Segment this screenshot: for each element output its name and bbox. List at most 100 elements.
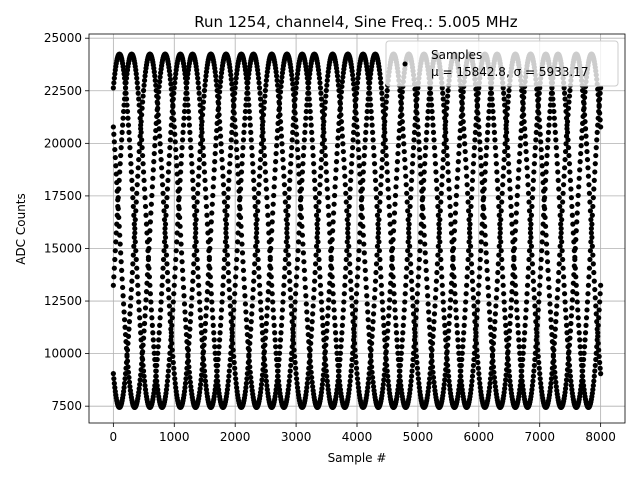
sample-point bbox=[121, 380, 128, 386]
sample-point bbox=[331, 307, 337, 313]
sample-point bbox=[278, 330, 284, 336]
sample-point bbox=[180, 129, 186, 135]
sample-point bbox=[394, 159, 401, 165]
sample-point bbox=[430, 374, 437, 381]
sample-point bbox=[127, 145, 133, 151]
sample-point bbox=[504, 355, 511, 361]
sample-point bbox=[335, 127, 342, 134]
sample-point bbox=[215, 113, 221, 120]
sample-point bbox=[337, 350, 344, 356]
sample-point bbox=[338, 337, 345, 343]
sample-point bbox=[245, 96, 251, 102]
sample-point bbox=[163, 252, 170, 258]
sample-point bbox=[137, 315, 143, 321]
sample-point bbox=[142, 382, 148, 389]
sample-point bbox=[398, 350, 404, 356]
sample-point bbox=[135, 90, 141, 96]
sample-point bbox=[566, 349, 572, 355]
sample-point bbox=[565, 361, 571, 367]
sample-point bbox=[288, 295, 294, 301]
sample-point bbox=[170, 104, 176, 110]
sample-point bbox=[264, 382, 270, 389]
sample-point bbox=[502, 307, 508, 313]
sample-point bbox=[339, 322, 345, 328]
sample-point bbox=[380, 386, 386, 392]
sample-point bbox=[302, 122, 308, 128]
sample-point bbox=[380, 315, 386, 321]
sample-point bbox=[440, 389, 446, 396]
sample-point bbox=[110, 371, 116, 377]
sample-point bbox=[211, 175, 217, 181]
sample-point bbox=[553, 137, 559, 143]
sample-point bbox=[550, 352, 556, 358]
sample-point bbox=[210, 322, 216, 328]
sample-point bbox=[473, 86, 479, 92]
sample-point bbox=[166, 362, 172, 369]
sample-point bbox=[354, 124, 360, 130]
sample-point bbox=[327, 272, 333, 278]
sample-point bbox=[265, 212, 271, 218]
sample-point bbox=[320, 122, 326, 128]
sample-point bbox=[284, 225, 290, 232]
sample-point bbox=[312, 195, 319, 201]
sample-point bbox=[446, 382, 453, 389]
sample-point bbox=[361, 241, 367, 247]
sample-point bbox=[403, 182, 409, 188]
sample-point bbox=[493, 152, 499, 159]
sample-point bbox=[129, 177, 135, 184]
sample-point bbox=[201, 161, 207, 167]
sample-point bbox=[257, 96, 264, 102]
sample-point bbox=[384, 342, 390, 348]
sample-point bbox=[564, 122, 570, 128]
sample-point bbox=[565, 145, 572, 151]
sample-point bbox=[220, 274, 227, 280]
sample-point bbox=[455, 167, 461, 173]
sample-point bbox=[187, 137, 193, 143]
sample-point bbox=[240, 259, 246, 265]
sample-point bbox=[256, 274, 262, 280]
sample-point bbox=[585, 165, 591, 171]
sample-point bbox=[509, 289, 515, 295]
sample-point bbox=[582, 330, 589, 336]
sample-point bbox=[560, 256, 566, 263]
sample-point bbox=[132, 239, 138, 245]
sample-point bbox=[308, 364, 314, 370]
sample-point bbox=[319, 148, 325, 155]
sample-point bbox=[204, 297, 210, 303]
sample-point bbox=[205, 280, 211, 286]
sample-point bbox=[552, 369, 558, 375]
sample-point bbox=[530, 278, 536, 284]
sample-point bbox=[207, 237, 213, 243]
sample-point bbox=[441, 102, 447, 108]
sample-point bbox=[344, 217, 350, 223]
sample-point bbox=[492, 137, 498, 143]
sample-point bbox=[314, 221, 320, 227]
sample-point bbox=[553, 383, 559, 390]
sample-point bbox=[431, 319, 437, 325]
sample-point bbox=[435, 243, 441, 249]
sample-point bbox=[494, 169, 500, 175]
sample-point bbox=[125, 369, 132, 375]
sample-point bbox=[119, 276, 125, 282]
sample-point bbox=[278, 83, 284, 90]
sample-point bbox=[435, 203, 441, 210]
sample-point bbox=[333, 337, 339, 343]
sample-point bbox=[473, 322, 479, 328]
sample-point bbox=[358, 188, 364, 194]
sample-point bbox=[456, 382, 462, 389]
sample-point bbox=[193, 239, 199, 245]
sample-point bbox=[289, 145, 295, 151]
sample-point bbox=[317, 182, 323, 188]
sample-point bbox=[583, 141, 590, 147]
sample-point bbox=[226, 169, 232, 175]
sample-point bbox=[508, 212, 515, 218]
sample-point bbox=[255, 71, 261, 77]
sample-point bbox=[286, 269, 292, 276]
sample-point bbox=[219, 156, 225, 163]
sample-point bbox=[336, 368, 342, 374]
sample-point bbox=[362, 137, 368, 143]
sample-point bbox=[404, 199, 410, 205]
sample-point bbox=[287, 177, 293, 184]
sample-point bbox=[362, 259, 368, 265]
sample-point bbox=[510, 272, 516, 278]
